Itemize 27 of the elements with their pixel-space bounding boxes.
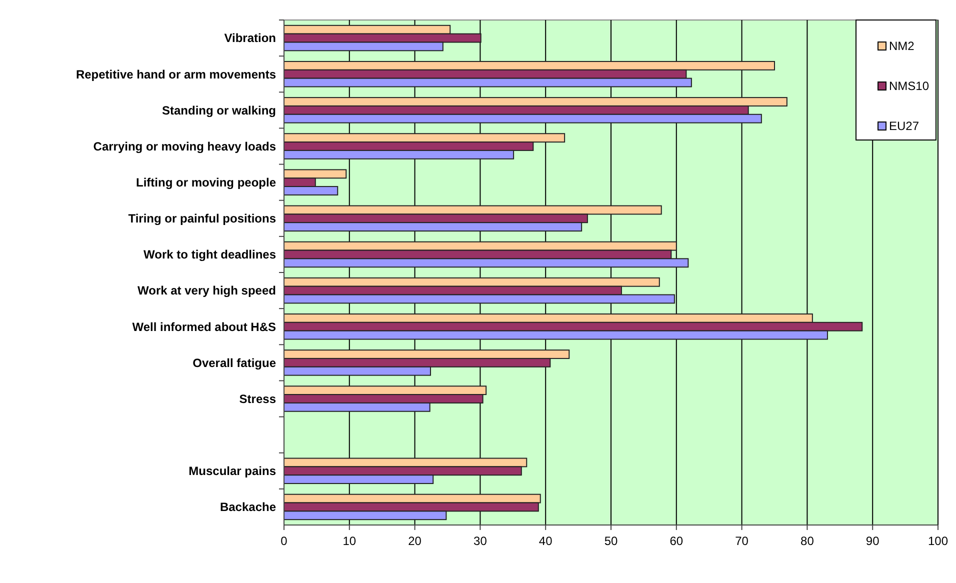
x-tick-label: 100 — [928, 534, 948, 548]
x-tick-label: 10 — [342, 534, 356, 548]
legend-label: NM2 — [889, 39, 915, 54]
y-tick-label: Muscular pains — [188, 464, 276, 478]
x-tick-label: 60 — [670, 534, 684, 548]
y-tick-label: Carrying or moving heavy loads — [93, 139, 276, 154]
y-tick-label: Work at very high speed — [138, 284, 276, 298]
x-tick-label: 80 — [800, 534, 814, 548]
y-tick-label: Repetitive hand or arm movements — [76, 67, 276, 82]
x-tick-label: 40 — [538, 534, 553, 548]
y-tick-label: Well informed about H&S — [132, 320, 276, 334]
x-tick-label: 70 — [735, 534, 749, 548]
y-tick-label: Lifting or moving people — [136, 176, 276, 190]
y-tick-label: Tiring or painful positions — [128, 212, 276, 226]
y-tick-label: Backache — [220, 500, 276, 514]
y-tick-label: Vibration — [224, 31, 276, 46]
x-tick-label: 30 — [474, 534, 488, 548]
y-tick-label: Work to tight deadlines — [144, 248, 276, 262]
legend-label: NMS10 — [889, 79, 930, 94]
x-tick-label: 0 — [280, 534, 288, 548]
y-tick-label: Stress — [239, 392, 276, 406]
x-tick-label: 90 — [866, 534, 880, 548]
y-tick-label: Standing or walking — [162, 103, 276, 118]
legend-label: EU27 — [889, 119, 920, 134]
x-tick-label: 50 — [604, 534, 618, 548]
y-tick-label: Overall fatigue — [192, 356, 276, 370]
x-tick-label: 20 — [408, 534, 422, 548]
